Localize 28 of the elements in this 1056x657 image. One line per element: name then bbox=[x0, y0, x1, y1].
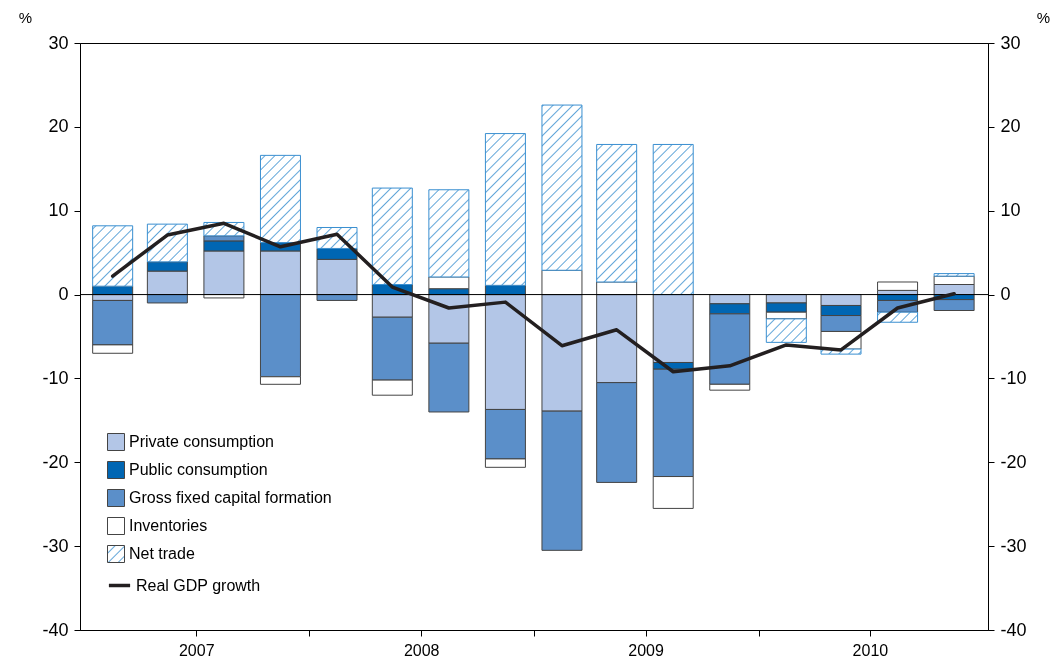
y-tick-label: -40 bbox=[42, 619, 69, 640]
y2-tick-label: 0 bbox=[1000, 284, 1011, 305]
x-tick-label: 2009 bbox=[628, 641, 664, 657]
y2-axis-title: % bbox=[1036, 8, 1051, 26]
y2-tick-label: -30 bbox=[1000, 535, 1027, 556]
y-axis-title: % bbox=[18, 8, 33, 26]
y-tick-label: 0 bbox=[58, 284, 69, 305]
y-tick-label: 30 bbox=[48, 32, 69, 53]
x-tick-label: 2010 bbox=[852, 641, 889, 657]
legend-label: Gross fixed capital formation bbox=[129, 489, 332, 506]
y2-tick-label: -20 bbox=[1000, 451, 1027, 472]
y2-tick-label: -40 bbox=[1000, 619, 1027, 640]
y2-tick-label: 10 bbox=[1000, 200, 1021, 221]
y-tick-label: -20 bbox=[42, 451, 69, 472]
legend-label: Private consumption bbox=[129, 433, 274, 450]
x-tick-label: 2007 bbox=[178, 641, 215, 657]
legend-label: Inventories bbox=[129, 517, 208, 534]
y-tick-label: -30 bbox=[42, 535, 69, 556]
y2-tick-label: -10 bbox=[1000, 367, 1027, 388]
x-tick-label: 2008 bbox=[403, 641, 440, 657]
y-tick-label: 20 bbox=[48, 116, 69, 137]
y2-tick-label: 30 bbox=[1000, 32, 1021, 53]
legend-label: Net trade bbox=[129, 545, 195, 562]
legend-label: Real GDP growth bbox=[136, 576, 261, 594]
y-tick-label: 10 bbox=[48, 200, 69, 221]
y-tick-label: -10 bbox=[42, 367, 69, 388]
y2-tick-label: 20 bbox=[1000, 116, 1021, 137]
legend-label: Public consumption bbox=[129, 461, 268, 478]
